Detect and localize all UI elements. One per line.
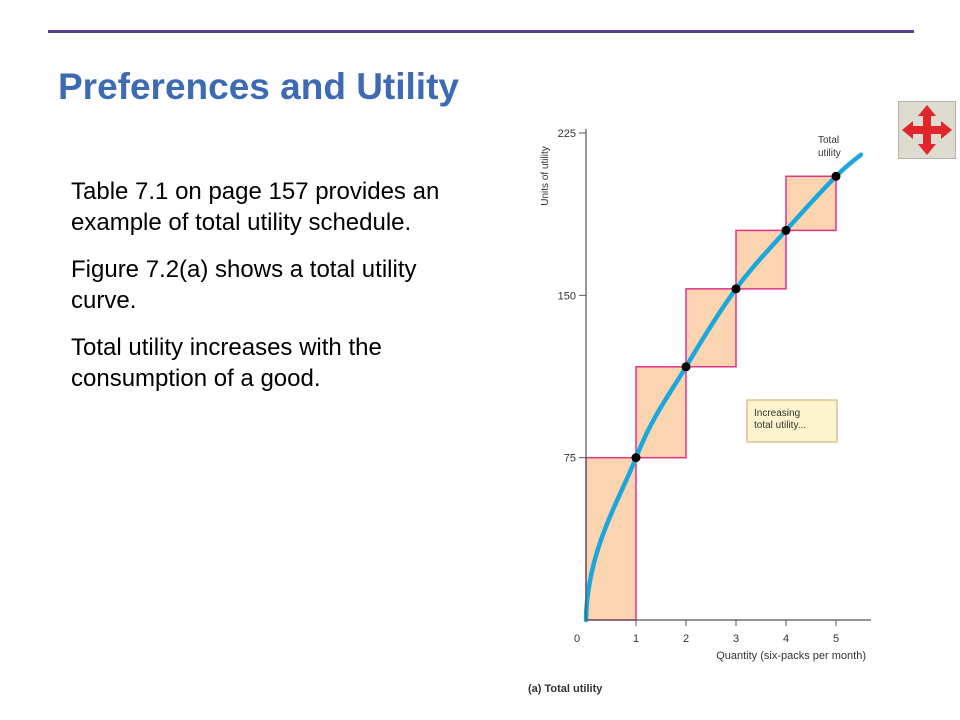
utility-bar xyxy=(585,456,637,621)
slide-title: Preferences and Utility xyxy=(58,66,459,107)
data-points xyxy=(631,171,841,463)
curve-label-line-2: utility xyxy=(818,148,841,159)
chart-title: (a) Total utility xyxy=(528,683,603,695)
top-rule xyxy=(48,30,914,33)
x-tick-label: 1 xyxy=(633,633,639,645)
y-axis-label: Units of utility xyxy=(540,146,551,205)
total-utility-curve xyxy=(583,152,864,623)
paragraph-figure: Figure 7.2(a) shows a total utility curv… xyxy=(71,256,417,314)
x-tick-label: 4 xyxy=(783,633,789,645)
x-tick-label: 5 xyxy=(833,633,839,645)
y-tick-label: 225 xyxy=(558,128,576,140)
data-point xyxy=(781,225,791,235)
curve-label-line-1: Total xyxy=(818,135,839,146)
utility-bars xyxy=(585,175,837,621)
paragraph-increase: Total utility increases with the consump… xyxy=(71,334,382,392)
y-ticks: 75 150 225 xyxy=(558,128,586,465)
annotation-box: Increasing total utility... xyxy=(746,399,838,443)
y-tick-label: 75 xyxy=(564,453,576,465)
four-way-arrows-icon xyxy=(902,105,952,155)
total-utility-chart: 0 1 2 3 4 5 75 150 225 Units of utility Quantit… xyxy=(528,128,871,695)
svg-text:Increasing total utility: Increasing total utility... xyxy=(754,408,806,431)
data-point xyxy=(831,171,841,181)
annotation-line-1: Increasing xyxy=(754,408,800,419)
paragraph-table: Table 7.1 on page 157 provides an exampl… xyxy=(71,178,440,236)
x-axis-label: Quantity (six-packs per month) xyxy=(716,650,866,662)
nav-button[interactable] xyxy=(898,101,956,159)
x-tick-label: 0 xyxy=(574,633,580,645)
y-tick-label: 150 xyxy=(558,290,576,302)
x-tick-label: 2 xyxy=(683,633,689,645)
data-point xyxy=(631,453,641,463)
curve-label: Total utility xyxy=(818,135,842,159)
annotation-line-2: total utility... xyxy=(754,420,806,431)
x-ticks: 0 1 2 3 4 5 xyxy=(574,620,839,645)
data-point xyxy=(731,284,741,294)
x-tick-label: 3 xyxy=(733,633,739,645)
data-point xyxy=(681,362,691,372)
slide-text: Table 7.1 on page 157 provides an exampl… xyxy=(71,176,451,410)
